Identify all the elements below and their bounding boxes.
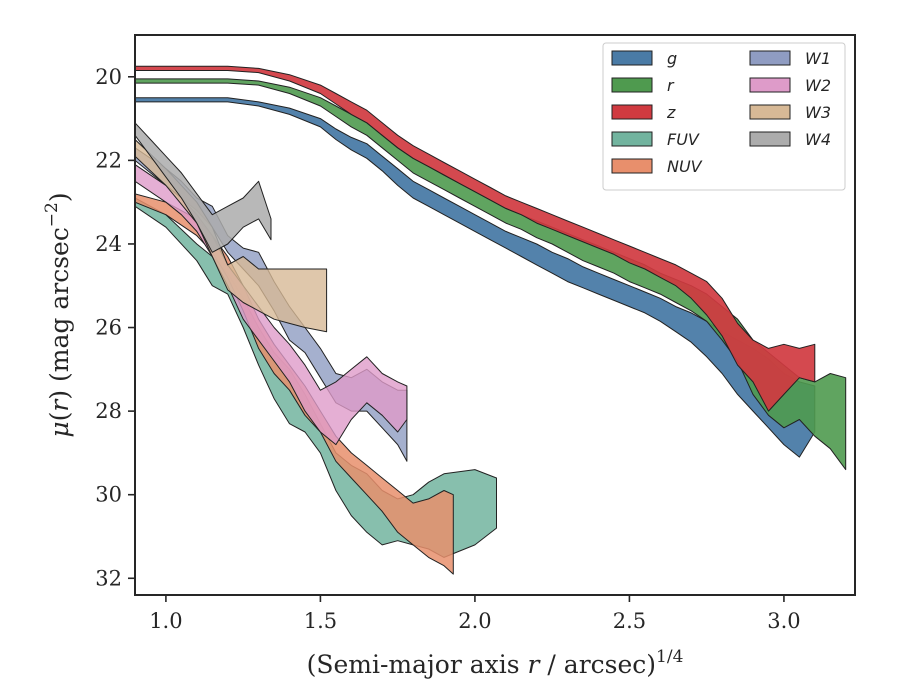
legend-label-nuv: NUV xyxy=(667,157,703,176)
legend-swatch-w1 xyxy=(749,50,791,66)
x-tick-label: 3.0 xyxy=(767,609,800,633)
legend-swatch-w2 xyxy=(749,77,791,93)
x-axis-title-var: r xyxy=(528,650,542,679)
x-axis-title-exponent: 1/4 xyxy=(656,647,683,667)
x-tick-label: 2.0 xyxy=(458,609,491,633)
legend-swatch-z xyxy=(611,104,653,120)
legend-swatch-fuv xyxy=(611,131,653,147)
legend-swatch-w3 xyxy=(749,104,791,120)
series-layer xyxy=(135,65,847,575)
x-axis-title-prefix: (Semi-major axis xyxy=(307,650,528,679)
axis-layer: 1.0 1.5 2.0 2.5 3.0 20 22 24 26 28 30 32 xyxy=(95,65,800,633)
x-axis-title: (Semi-major axis r / arcsec)1/4 xyxy=(307,647,684,679)
legend-label-z: z xyxy=(666,103,676,122)
y-tick-label: 24 xyxy=(95,232,122,256)
y-axis-title-close: ) xyxy=(45,192,74,202)
legend-label-w2: W2 xyxy=(805,76,831,95)
y-axis-title-paren-open: ( xyxy=(45,412,74,422)
y-axis-title-rest: ) (mag arcsec xyxy=(45,227,74,400)
legend: grz FUV NUV W1 W2 W3 W4 xyxy=(602,42,846,191)
legend-label-w1: W1 xyxy=(805,49,831,68)
x-tick-label: 2.5 xyxy=(613,609,646,633)
y-tick-label: 30 xyxy=(95,483,122,507)
legend-label-w3: W3 xyxy=(805,103,831,122)
x-axis-title-suffix: / arcsec) xyxy=(539,650,656,679)
y-tick-label: 22 xyxy=(95,148,122,172)
y-axis-title-var: r xyxy=(45,398,74,412)
x-tick-label: 1.5 xyxy=(304,609,337,633)
y-axis-title-mu: μ xyxy=(45,421,74,437)
legend-label-r: r xyxy=(667,76,675,95)
legend-label-fuv: FUV xyxy=(667,130,700,149)
legend-label-w4: W4 xyxy=(805,130,831,149)
y-tick-label: 26 xyxy=(95,316,122,340)
y-tick-label: 32 xyxy=(95,566,122,590)
plot-frame xyxy=(134,34,856,596)
legend-label-g: g xyxy=(667,49,677,68)
y-tick-label: 28 xyxy=(95,399,122,423)
y-axis-title: μ(r) (mag arcsec−2) xyxy=(42,192,74,437)
series-band-w4 xyxy=(135,122,272,253)
legend-swatch-g xyxy=(611,50,653,66)
series-band-z xyxy=(135,65,816,412)
y-axis-title-exponent: −2 xyxy=(42,202,62,227)
legend-swatch-r xyxy=(611,77,653,93)
y-tick-label: 20 xyxy=(95,65,122,89)
x-tick-label: 1.0 xyxy=(149,609,182,633)
legend-swatch-nuv xyxy=(611,158,653,174)
legend-swatch-w4 xyxy=(749,131,791,147)
